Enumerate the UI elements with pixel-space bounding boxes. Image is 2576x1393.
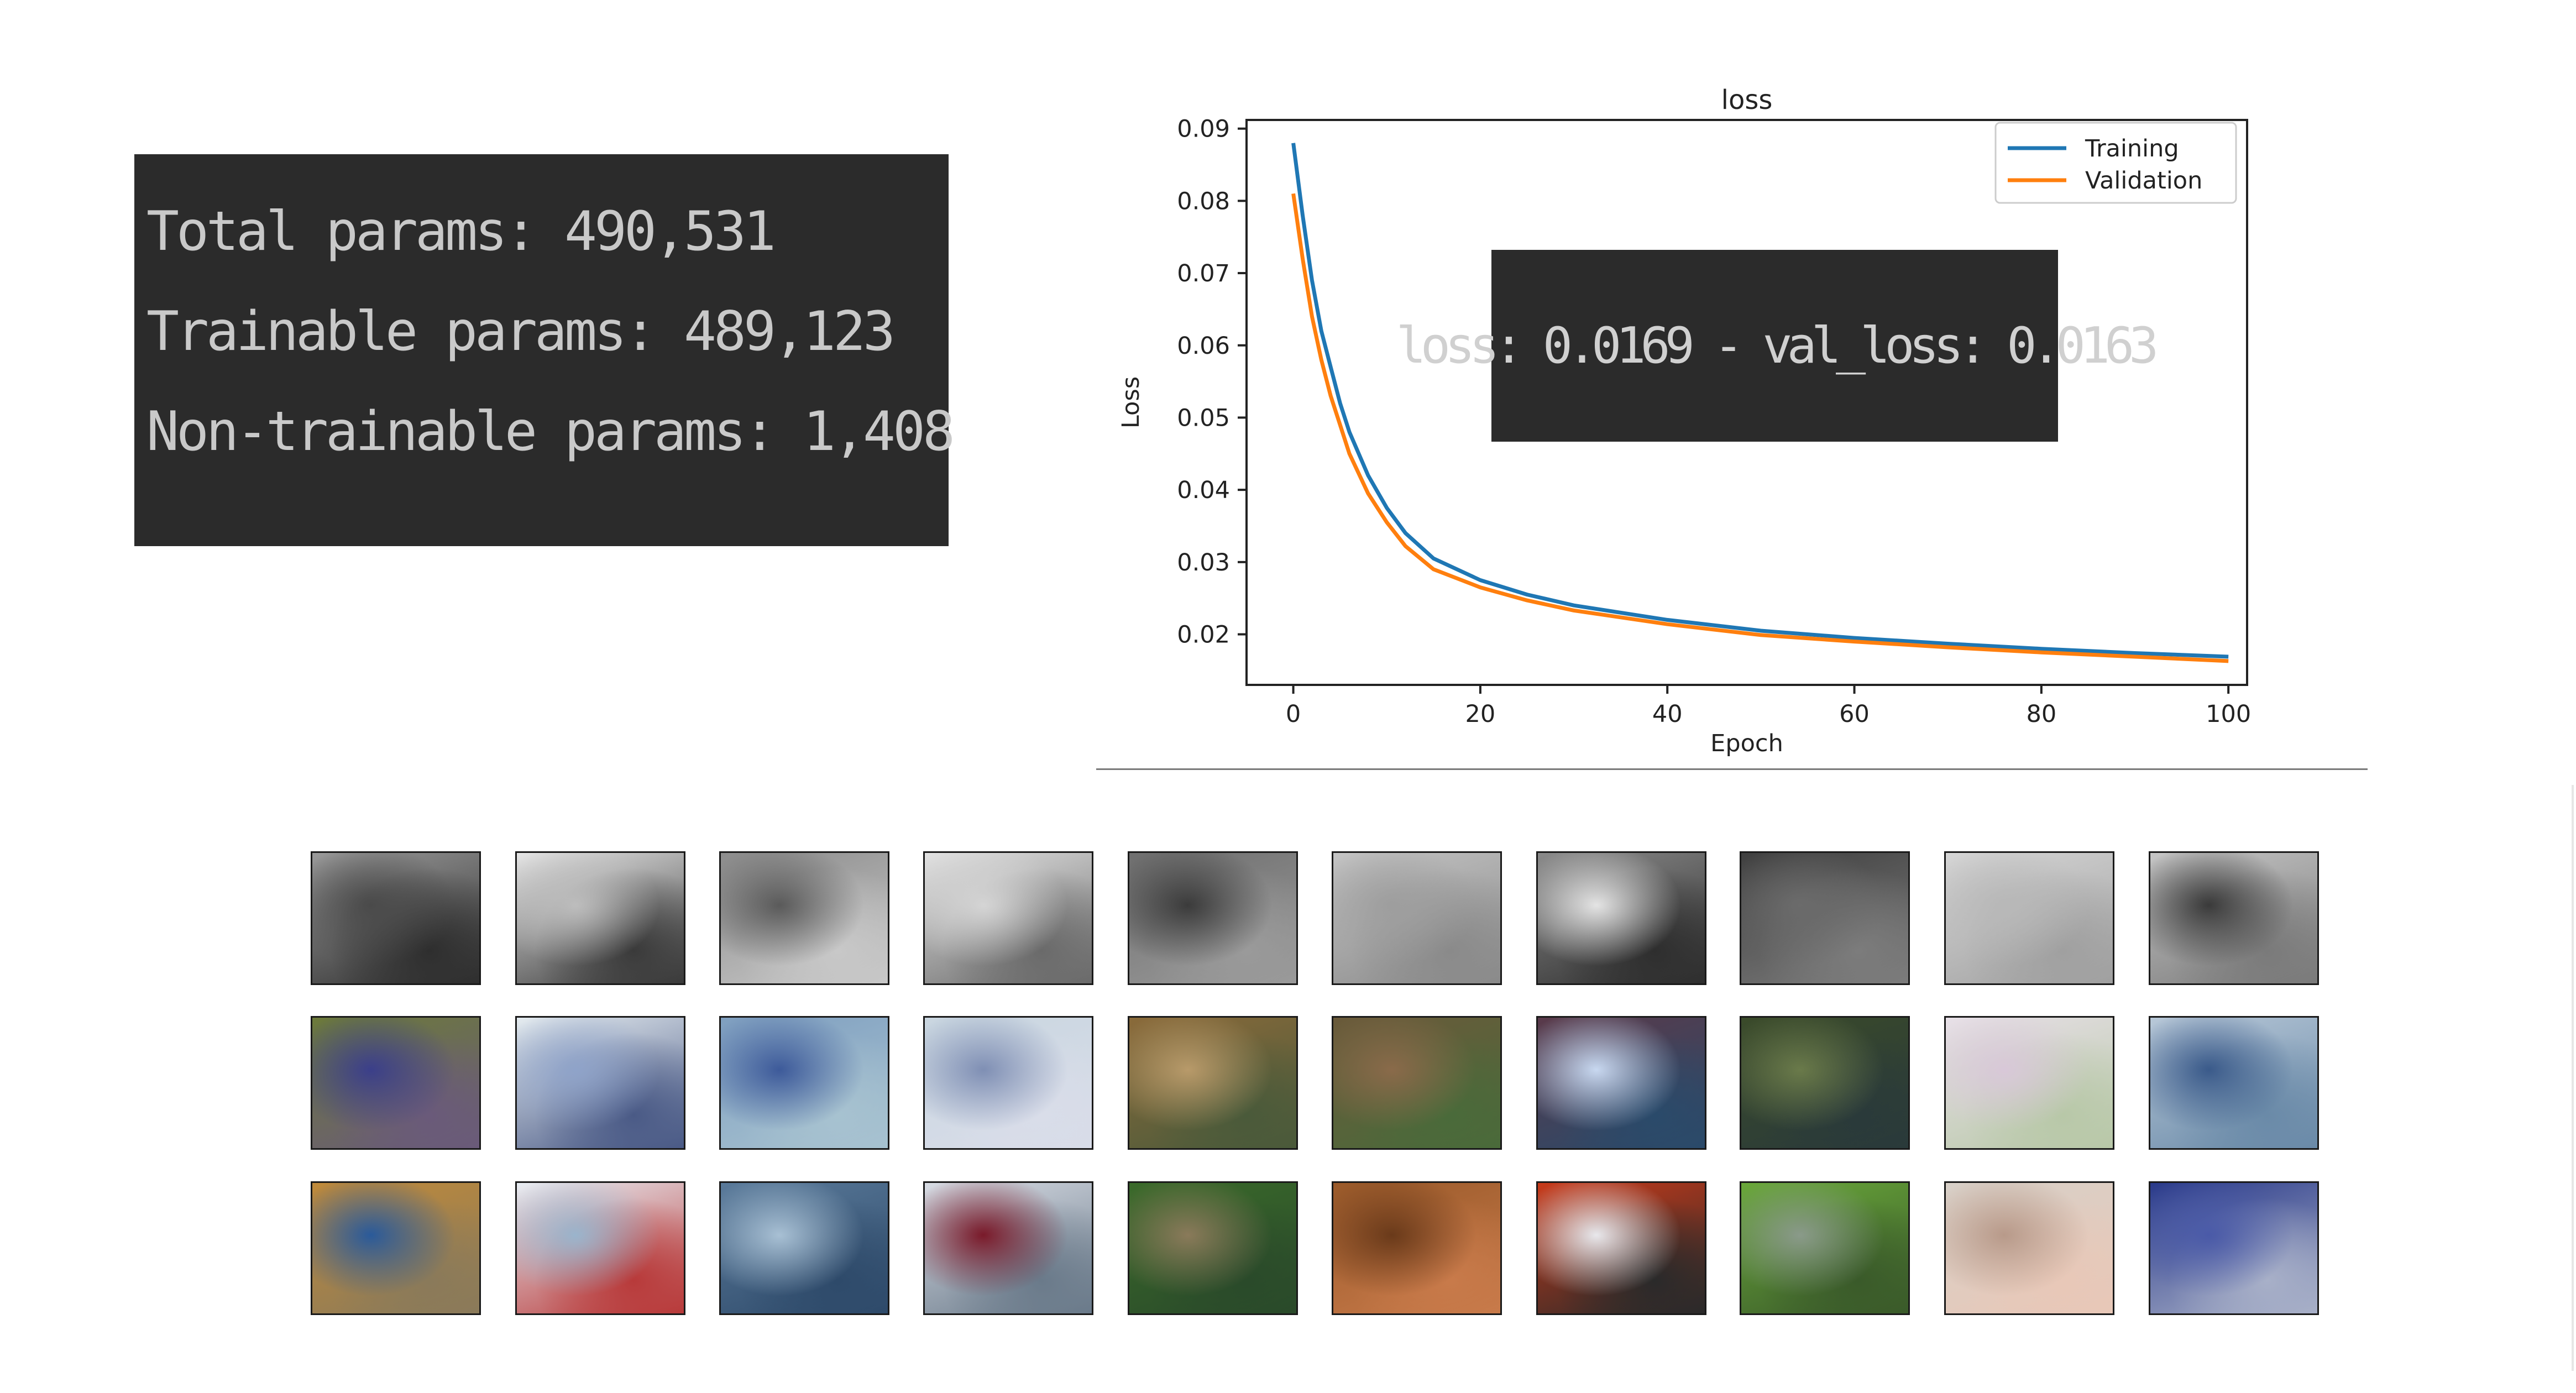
original-color-image-3 — [719, 1181, 889, 1315]
legend-box — [1994, 122, 2237, 204]
x-tick-label: 40 — [1652, 700, 1683, 728]
loss-chart: 0.02 0.03 0.04 0.05 0.06 0.07 0.08 0.09 0 20 40 60 8… — [1117, 85, 2251, 757]
original-grayscale-image-1 — [311, 851, 481, 985]
x-tick-label: 0 — [1286, 700, 1301, 728]
loss-readout-panel: loss: 0.0169 - val_loss: 0.0163 — [1396, 250, 2159, 442]
section-divider — [1096, 768, 2368, 770]
original-color-image-6 — [1332, 1181, 1502, 1315]
y-axis-label: Loss — [1117, 376, 1145, 428]
original-color-image-8 — [1740, 1181, 1910, 1315]
reconstructed-color-image-10 — [2149, 1016, 2319, 1150]
original-grayscale-image-4 — [923, 851, 1093, 985]
reconstructed-color-image-7 — [1536, 1016, 1706, 1150]
reconstructed-color-image-9 — [1944, 1016, 2114, 1150]
x-axis-label: Epoch — [1710, 730, 1783, 757]
original-color-image-5 — [1128, 1181, 1298, 1315]
model-summary-panel: Total params: 490,531 Trainable params: … — [134, 154, 955, 546]
original-grayscale-image-7 — [1536, 851, 1706, 985]
non-trainable-params-text: Non-trainable params: 1,408 — [146, 400, 955, 463]
reconstructed-color-image-2 — [515, 1016, 685, 1150]
original-color-image-1 — [311, 1181, 481, 1315]
reconstructed-color-image-5 — [1128, 1016, 1298, 1150]
original-color-image-9 — [1944, 1181, 2114, 1315]
trainable-params-text: Trainable params: 489,123 — [146, 300, 896, 363]
y-tick-label: 0.04 — [1177, 476, 1230, 504]
series-line-training — [1291, 143, 2229, 659]
reconstructed-color-image-8 — [1740, 1016, 1910, 1150]
original-grayscale-image-8 — [1740, 851, 1910, 985]
original-grayscale-image-3 — [719, 851, 889, 985]
original-grayscale-image-5 — [1128, 851, 1298, 985]
reconstructed-color-image-1 — [311, 1016, 481, 1150]
reconstructed-color-image-4 — [923, 1016, 1093, 1150]
x-tick-label: 20 — [1465, 700, 1496, 728]
reconstructed-color-image-3 — [719, 1016, 889, 1150]
chart-axes: 0.02 0.03 0.04 0.05 0.06 0.07 0.08 0.09 0 20 40 60 8… — [1117, 85, 2251, 757]
x-tick-label: 60 — [1839, 700, 1870, 728]
legend-label-training: Training — [2085, 135, 2179, 163]
total-params-text: Total params: 490,531 — [146, 200, 776, 263]
y-tick-label: 0.09 — [1177, 116, 1230, 143]
loss-readout-text: loss: 0.0169 - val_loss: 0.0163 — [1396, 317, 2159, 375]
y-tick-label: 0.02 — [1177, 621, 1230, 649]
original-grayscale-image-10 — [2149, 851, 2319, 985]
y-tick-label: 0.07 — [1177, 260, 1230, 287]
original-color-image-10 — [2149, 1181, 2319, 1315]
chart-title: loss — [1721, 85, 1773, 116]
original-grayscale-image-9 — [1944, 851, 2114, 985]
original-color-image-4 — [923, 1181, 1093, 1315]
series-line-validation — [1291, 193, 2229, 663]
right-edge-line — [2572, 785, 2574, 1371]
x-tick-label: 100 — [2206, 700, 2251, 728]
original-color-image-2 — [515, 1181, 685, 1315]
y-tick-label: 0.03 — [1177, 549, 1230, 577]
original-grayscale-image-2 — [515, 851, 685, 985]
original-color-image-7 — [1536, 1181, 1706, 1315]
original-grayscale-image-6 — [1332, 851, 1502, 985]
chart-legend: Training Validation — [1994, 122, 2237, 204]
plot-frame — [1245, 119, 2248, 686]
legend-label-validation: Validation — [2085, 167, 2202, 195]
y-tick-label: 0.08 — [1177, 187, 1230, 215]
reconstructed-color-image-6 — [1332, 1016, 1502, 1150]
y-tick-label: 0.06 — [1177, 332, 1230, 360]
chart-series — [1291, 143, 2229, 663]
y-tick-label: 0.05 — [1177, 404, 1230, 432]
x-tick-label: 80 — [2026, 700, 2056, 728]
